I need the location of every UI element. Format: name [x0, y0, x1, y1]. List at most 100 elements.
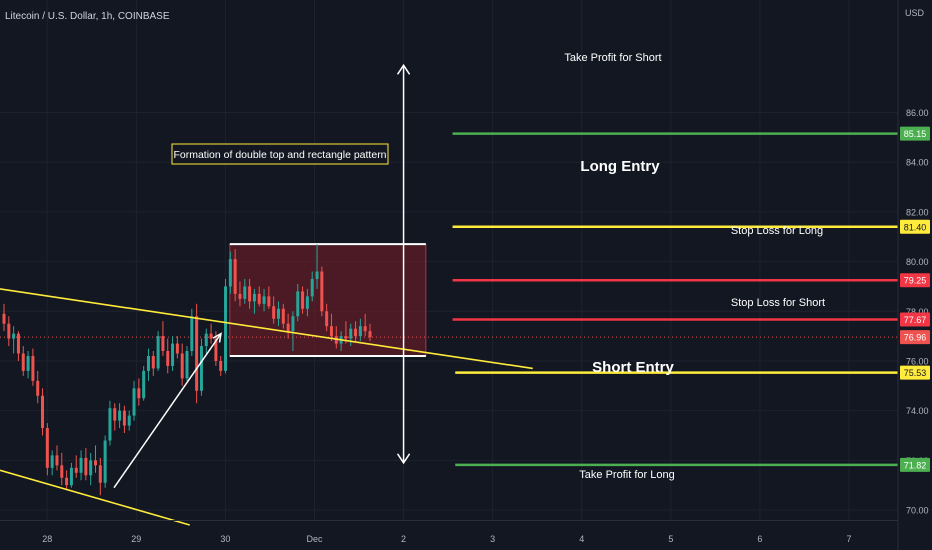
short-entry-label: Short Entry — [592, 359, 674, 376]
candle-body — [137, 388, 141, 399]
candle-body — [69, 467, 73, 486]
candle-body — [368, 331, 372, 338]
uptrend-arrow-head — [212, 332, 222, 343]
candle-body — [185, 351, 189, 379]
candle-body — [21, 353, 25, 371]
candle-body — [296, 291, 300, 317]
candle-body — [286, 323, 290, 332]
price-level-tag — [900, 219, 930, 234]
pattern-note-border — [171, 143, 389, 165]
trendline — [0, 288, 533, 370]
projection-arrow-head-down — [396, 453, 411, 465]
candle-body — [349, 328, 353, 339]
candle-body — [103, 440, 107, 483]
candle-body — [74, 467, 78, 473]
candle-body — [209, 333, 213, 339]
x-tick-label: Dec — [306, 534, 323, 544]
candle-body — [65, 477, 69, 486]
candle-body — [175, 343, 179, 354]
candle-body — [2, 313, 6, 324]
x-tick-label: 7 — [846, 534, 851, 544]
candle-body — [233, 259, 237, 294]
x-tick-label: 5 — [668, 534, 673, 544]
candle-body — [358, 326, 362, 337]
candle-body — [243, 286, 247, 299]
price-level-tag-text: 71.82 — [904, 460, 927, 470]
candle-body — [315, 271, 319, 279]
candle-body — [161, 336, 165, 352]
candle-body — [89, 460, 93, 476]
candle-body — [180, 353, 184, 379]
x-tick-label: 29 — [131, 534, 141, 544]
x-tick-label: 30 — [220, 534, 230, 544]
candle-body — [166, 351, 170, 366]
candle-body — [238, 293, 242, 299]
candle-body — [267, 296, 271, 307]
projection-arrow-head-up — [396, 63, 411, 75]
candle-body — [31, 356, 35, 381]
candle-body — [132, 388, 136, 416]
candle-body — [156, 336, 160, 369]
y-tick-label: 82.00 — [906, 207, 929, 217]
trendline — [0, 469, 190, 526]
candle-body — [252, 293, 256, 302]
take-profit-short-label: Take Profit for Short — [564, 52, 661, 64]
candle-body — [151, 356, 155, 369]
uptrend-arrow-line — [113, 333, 222, 489]
candle-body — [262, 296, 266, 304]
candle-body — [16, 333, 20, 354]
candle-body — [79, 457, 83, 473]
candle-body — [50, 455, 54, 468]
x-tick-label: 4 — [579, 534, 584, 544]
candle-body — [127, 415, 131, 426]
stop-loss-short-label: Stop Loss for Short — [731, 297, 825, 309]
candle-body — [142, 370, 146, 399]
candle-body — [195, 316, 199, 391]
take-profit-long-label: Take Profit for Long — [579, 469, 674, 481]
grid — [0, 0, 898, 520]
candle-body — [325, 311, 329, 327]
current-price-tag-text: 76.96 — [904, 333, 927, 343]
price-level-tag — [900, 273, 930, 288]
candle-body — [113, 408, 117, 421]
candle-body — [277, 308, 280, 319]
candle-body — [301, 291, 305, 309]
price-level-tag — [900, 457, 930, 472]
y-tick-label: 76.00 — [906, 356, 929, 366]
x-tick-label: 28 — [42, 534, 52, 544]
candle-body — [248, 286, 252, 302]
candle-body — [118, 410, 122, 421]
current-price-tag — [900, 330, 930, 345]
price-level-tag-text: 79.25 — [904, 276, 927, 286]
candle-body — [45, 428, 49, 468]
candle-body — [344, 336, 348, 339]
candle-body — [84, 457, 88, 476]
price-level-tag — [900, 126, 930, 141]
candle-body — [122, 410, 126, 426]
candle-body — [320, 271, 324, 312]
price-level-tag-text: 75.53 — [904, 368, 927, 378]
candle-body — [329, 326, 333, 337]
candle-body — [36, 380, 40, 396]
symbol-title[interactable]: Litecoin / U.S. Dollar, 1h, COINBASE — [5, 11, 170, 22]
candle-body — [26, 356, 30, 371]
y-tick-label: 70.00 — [906, 506, 929, 516]
pattern-note-text: Formation of double top and rectangle pa… — [173, 149, 386, 161]
x-tick-label: 3 — [490, 534, 495, 544]
price-level-tag-text: 77.67 — [904, 315, 927, 325]
price-tags: 85.15 81.40 79.25 77.67 75.53 71.82 76.96 — [900, 126, 930, 472]
price-level-tag — [900, 365, 930, 380]
candle-body — [190, 316, 194, 352]
price-level-tag-text: 81.40 — [904, 222, 927, 232]
drawing-overlays — [0, 63, 898, 526]
candle-body — [204, 333, 208, 347]
candle-body — [354, 328, 358, 337]
y-tick-label: 84.00 — [906, 158, 929, 168]
candle-body — [12, 333, 16, 339]
x-tick-label: 2 — [401, 534, 406, 544]
stop-loss-long-label: Stop Loss for Long — [731, 225, 823, 237]
candle-body — [55, 455, 59, 466]
candle-body — [228, 259, 232, 287]
